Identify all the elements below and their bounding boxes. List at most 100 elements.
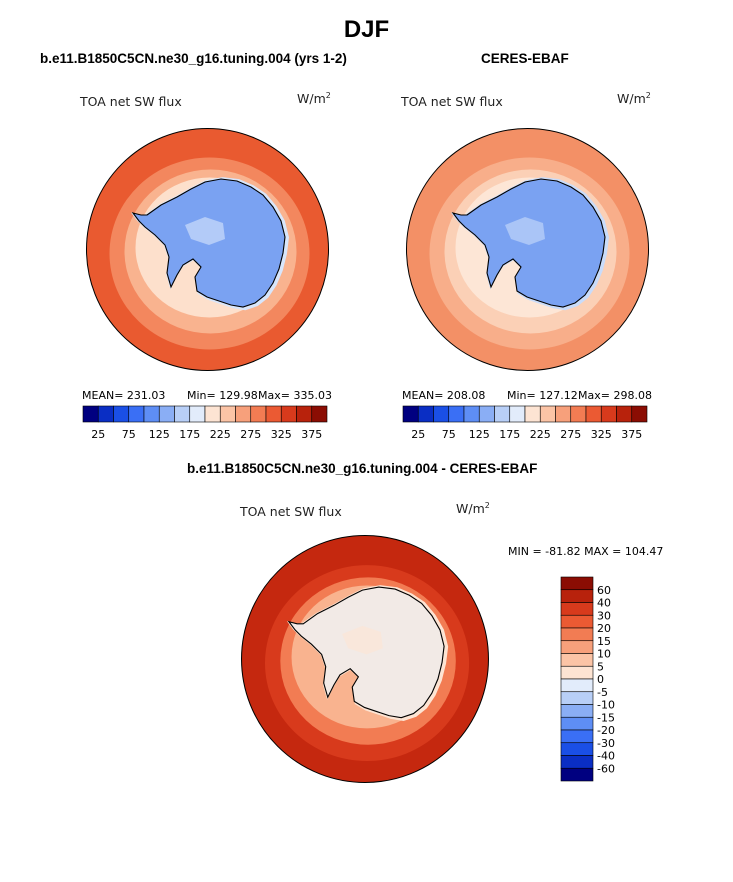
colorbar-swatch [560, 691, 594, 705]
colorbar-tick-label: -30 [597, 737, 615, 750]
colorbar-tick-label: 125 [469, 428, 490, 441]
colorbar-tick-label: 30 [597, 609, 611, 622]
colorbar-swatch [631, 405, 648, 423]
colorbar-swatch [113, 405, 130, 423]
colorbar-swatch [539, 405, 556, 423]
colorbar-swatch [265, 405, 282, 423]
colorbar-swatch [174, 405, 191, 423]
colorbar-tick-label: 60 [597, 584, 611, 597]
panel3-title: b.e11.B1850C5CN.ne30_g16.tuning.004 - CE… [187, 461, 538, 476]
panel3-variable-label: TOA net SW flux [240, 504, 342, 519]
colorbar-tick-label: 325 [591, 428, 612, 441]
colorbar-swatch [560, 614, 594, 629]
colorbar-swatch [560, 653, 594, 667]
colorbar-swatch [402, 405, 419, 423]
map-ice-shelf [342, 625, 383, 655]
map-border [86, 128, 329, 371]
colorbar-tick-label: 75 [122, 428, 136, 441]
map-ice-shelf [185, 217, 225, 245]
colorbar-tick-label: 20 [597, 622, 611, 635]
colorbar-swatch [280, 405, 297, 423]
colorbar-swatch [616, 405, 633, 423]
panel2-mean-stat: MEAN= 208.08 [402, 389, 486, 402]
colorbar-tick-label: -10 [597, 699, 615, 712]
map-ice-shelf [505, 217, 545, 245]
colorbar-tick-label: 275 [560, 428, 581, 441]
panel1-map [86, 128, 329, 371]
map-coastline [451, 178, 606, 308]
colorbar-tick-label: 5 [597, 660, 604, 673]
colorbar-swatch [189, 405, 206, 423]
colorbar-swatch [250, 405, 267, 423]
colorbar-swatch [478, 405, 495, 423]
colorbar-swatch [128, 405, 145, 423]
colorbar-swatch [296, 405, 313, 423]
colorbar-tick-label: 10 [597, 648, 611, 661]
panel1-min-stat: Min= 129.98 [187, 389, 258, 402]
colorbar-swatch [600, 405, 617, 423]
colorbar-tick-label: 225 [530, 428, 551, 441]
panel1-units-label: W/m2 [297, 91, 331, 107]
colorbar-swatch [555, 405, 572, 423]
colorbar-swatch [560, 729, 594, 744]
panel1-max-stat: Max= 335.03 [258, 389, 332, 402]
panel1-mean-stat: MEAN= 231.03 [82, 389, 166, 402]
panel2-colorbar: 25 75 125 175 225 275 325 375 [402, 405, 648, 441]
colorbar-swatch [97, 405, 114, 423]
panel3-minmax-stat: MIN = -81.82 MAX = 104.47 [508, 545, 664, 558]
colorbar-tick-label: 25 [91, 428, 105, 441]
colorbar-swatch [560, 755, 594, 769]
colorbar-swatch [509, 405, 526, 423]
colorbar-swatch [560, 665, 594, 680]
panel1-colorbar: 25 75 125 175 225 275 325 375 [82, 405, 328, 441]
colorbar-swatch [560, 716, 594, 731]
map-coastline [131, 178, 286, 308]
colorbar-tick-label: 125 [149, 428, 170, 441]
colorbar-swatch [570, 405, 587, 423]
panel2-variable-label: TOA net SW flux [401, 94, 503, 109]
map-coastline [287, 586, 445, 719]
colorbar-swatch [235, 405, 252, 423]
panel2-map [406, 128, 649, 371]
colorbar-swatch [560, 704, 594, 718]
panel1-variable-label: TOA net SW flux [80, 94, 182, 109]
colorbar-tick-label: 40 [597, 597, 611, 610]
panel1-title: b.e11.B1850C5CN.ne30_g16.tuning.004 (yrs… [40, 51, 347, 66]
colorbar-tick-label: 375 [621, 428, 642, 441]
colorbar-tick-label: 75 [442, 428, 456, 441]
colorbar-swatch [417, 405, 434, 423]
colorbar-swatch [560, 640, 594, 654]
colorbar-tick-label: 375 [301, 428, 322, 441]
colorbar-tick-label: -40 [597, 750, 615, 763]
colorbar-swatch [433, 405, 450, 423]
panel3-units-label: W/m2 [456, 501, 490, 517]
colorbar-tick-label: 325 [271, 428, 292, 441]
colorbar-swatch [494, 405, 511, 423]
panel2-units-label: W/m2 [617, 91, 651, 107]
colorbar-swatch [524, 405, 541, 423]
map-border [406, 128, 649, 371]
map-border [241, 535, 489, 783]
colorbar-swatch [204, 405, 221, 423]
colorbar-swatch [560, 678, 594, 693]
colorbar-tick-label: 225 [210, 428, 231, 441]
page-title: DJF [343, 16, 390, 43]
colorbar-tick-label: 0 [597, 673, 604, 686]
colorbar-swatch [560, 742, 594, 756]
colorbar-swatch [143, 405, 160, 423]
colorbar-swatch [158, 405, 175, 423]
colorbar-tick-label: -15 [597, 711, 615, 724]
colorbar-swatch [448, 405, 465, 423]
colorbar-tick-label: -60 [597, 762, 615, 775]
colorbar-swatch [560, 767, 594, 782]
colorbar-tick-label: 15 [597, 635, 611, 648]
colorbar-tick-label: 25 [411, 428, 425, 441]
colorbar-swatch [311, 405, 328, 423]
colorbar-tick-label: -20 [597, 724, 615, 737]
panel2-max-stat: Max= 298.08 [578, 389, 652, 402]
colorbar-swatch [560, 602, 594, 616]
colorbar-tick-label: 275 [240, 428, 261, 441]
colorbar-tick-label: -5 [597, 686, 608, 699]
panel2-min-stat: Min= 127.12 [507, 389, 578, 402]
